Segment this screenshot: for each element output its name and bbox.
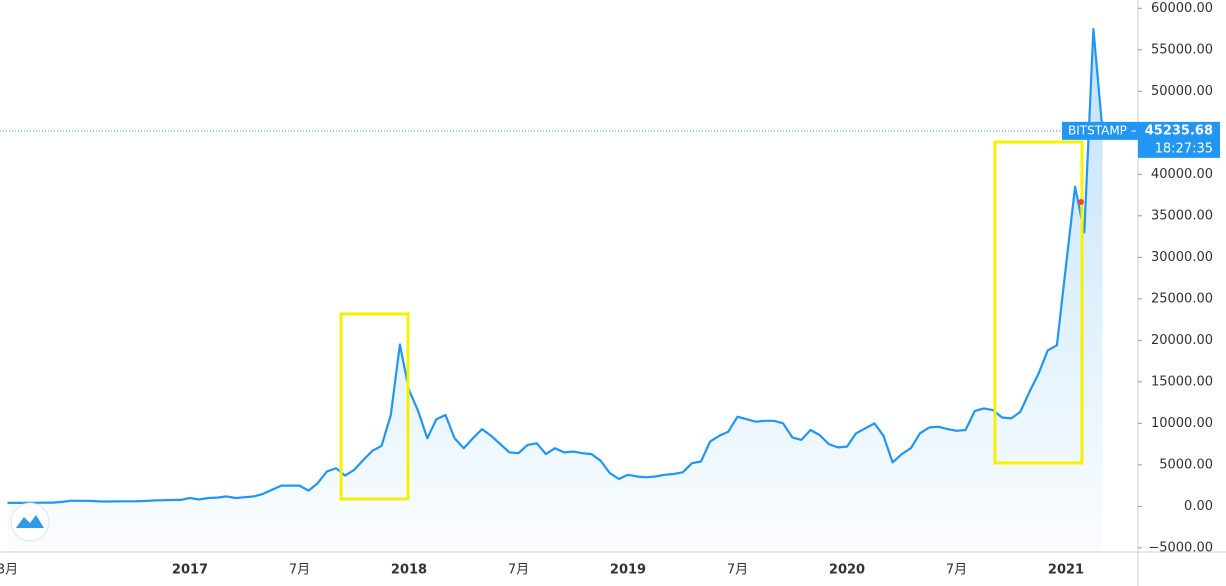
y-tick-label: 0.00 [1184,499,1213,514]
x-tick-label: 2019 [610,563,646,578]
x-tick-label: 2018 [391,563,427,578]
logo-shape [16,515,44,528]
marker-dot [1078,199,1084,205]
y-tick-label: 5000.00 [1159,457,1213,472]
x-tick-label: 2017 [172,563,208,578]
y-tick-label: 50000.00 [1151,84,1213,99]
price-label: 45235.68 [1145,123,1213,138]
highlight-box [339,312,410,501]
x-tick-label: 7月 [289,563,310,578]
y-tick-label: 10000.00 [1151,416,1213,431]
time-label: 18:27:35 [1155,141,1213,156]
axes: −5000.00 0.00 5000.00 10000.00 15000.00 20000… [0,1,1220,578]
x-tick-label: 3月 [0,563,18,578]
logo-circle [10,502,50,542]
y-tick-label: 35000.00 [1151,208,1213,223]
plot [0,28,1138,553]
price-line [7,28,1104,504]
y-tick-label: 25000.00 [1151,291,1213,306]
y-tick-label: 40000.00 [1151,167,1213,182]
x-tick-label: 7月 [946,563,967,578]
highlight-box [993,140,1084,465]
y-tick-label: 30000.00 [1151,250,1213,265]
y-tick-label: 60000.00 [1151,1,1213,16]
logo[interactable] [10,502,50,542]
x-tick-label: 7月 [508,563,529,578]
x-tick-label: 2021 [1048,563,1084,578]
x-tick-label: 2020 [829,563,865,578]
y-tick-label: 55000.00 [1151,42,1213,57]
exchange-label: BITSTAMP – [1068,123,1137,137]
y-tick-label: −5000.00 [1148,540,1213,555]
exchange-box [1062,121,1138,140]
y-tick-label: 15000.00 [1151,374,1213,389]
area-fill [7,29,1103,553]
y-tick-label: 20000.00 [1151,333,1213,348]
price-box [1138,121,1220,158]
x-tick-label: 7月 [727,563,748,578]
